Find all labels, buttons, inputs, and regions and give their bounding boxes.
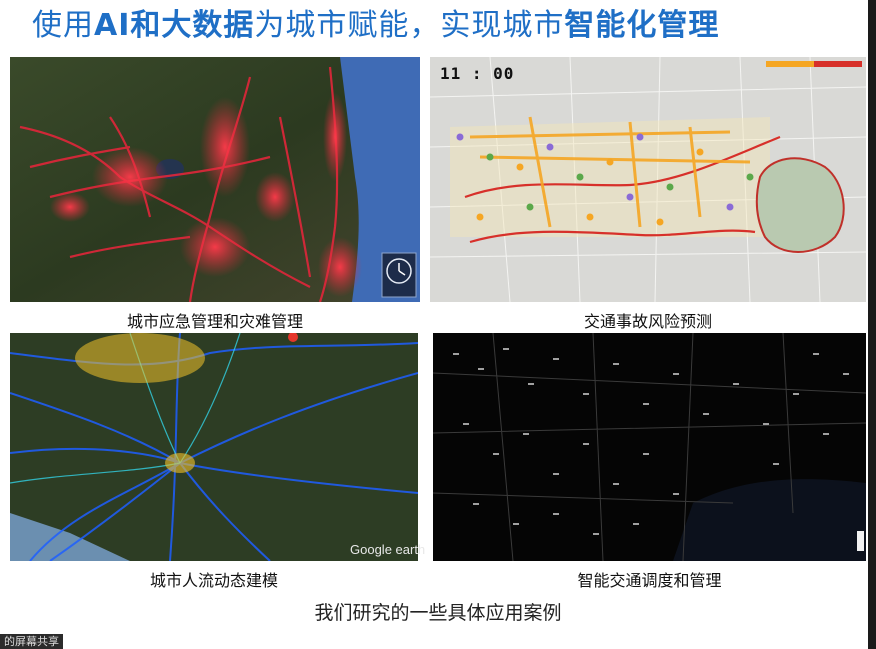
title-bold1: AI和大数据	[94, 8, 255, 43]
slide-footer: 我们研究的一些具体应用案例	[314, 602, 562, 624]
title-part1: 使用	[32, 8, 94, 43]
emergency-map-image	[10, 57, 420, 302]
caption-accident: 交通事故风险预测	[583, 312, 712, 331]
caption-emergency: 城市应急管理和灾难管理	[126, 312, 303, 331]
screen-share-badge: 的屏幕共享	[0, 634, 63, 649]
title-bold2: 智能化管理	[564, 8, 720, 43]
title-part2: 为城市赋能，实现城市	[254, 8, 565, 43]
slide-title: 使用AI和大数据为城市赋能，实现城市智能化管理	[32, 6, 832, 46]
caption-dispatch: 智能交通调度和管理	[577, 571, 722, 590]
flow-map-image	[10, 333, 418, 561]
accident-time-overlay: 11 : 00	[440, 64, 515, 83]
dispatch-map-image	[433, 333, 866, 561]
google-earth-logo: Google earth	[350, 542, 426, 557]
caption-flow: 城市人流动态建模	[149, 571, 278, 590]
accident-map-image	[430, 57, 866, 302]
window-edge-strip	[868, 0, 876, 649]
